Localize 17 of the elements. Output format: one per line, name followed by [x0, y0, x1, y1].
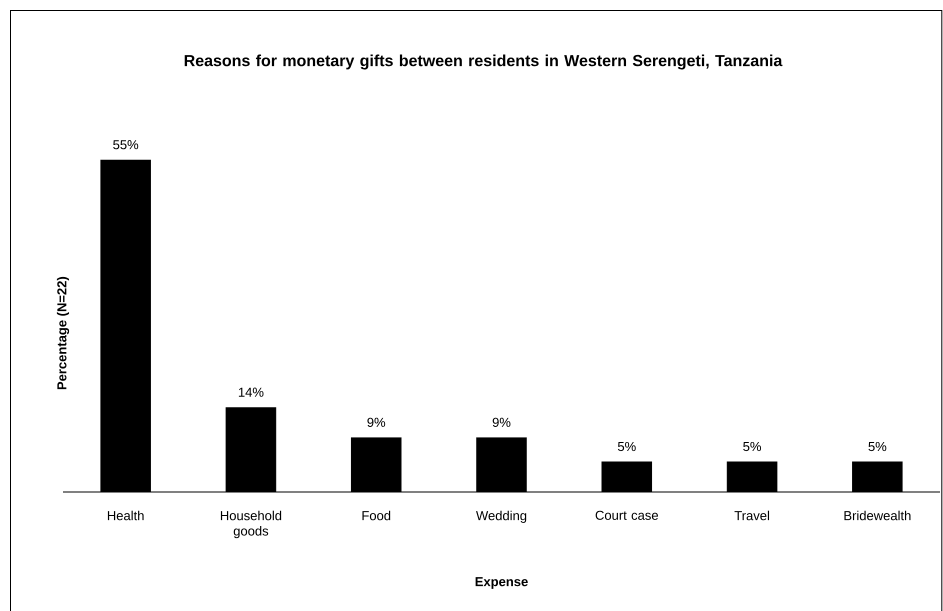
chart-title: Reasons for monetary gifts between residents in Western Serengeti, Tanzania [184, 54, 782, 70]
data-label: 9% [367, 418, 386, 427]
y-axis-title: Percentage (N=22) [56, 276, 70, 390]
x-tick-label: Household goods [220, 510, 282, 538]
x-tick-label: Food [362, 510, 390, 520]
x-tick-label: Wedding [476, 510, 526, 523]
x-tick-label: Bridewealth [844, 510, 910, 520]
data-label: 5% [743, 442, 762, 452]
x-tick-label: Court case [596, 510, 658, 520]
data-label: 9% [492, 418, 510, 427]
x-axis-title: Expense [476, 577, 528, 589]
x-tick-label: Travel [734, 510, 770, 520]
data-label: 5% [618, 442, 636, 452]
data-label: 55% [113, 140, 138, 150]
data-label: 5% [868, 442, 886, 452]
data-label: 14% [238, 388, 264, 397]
x-tick-label: Health [108, 510, 144, 520]
